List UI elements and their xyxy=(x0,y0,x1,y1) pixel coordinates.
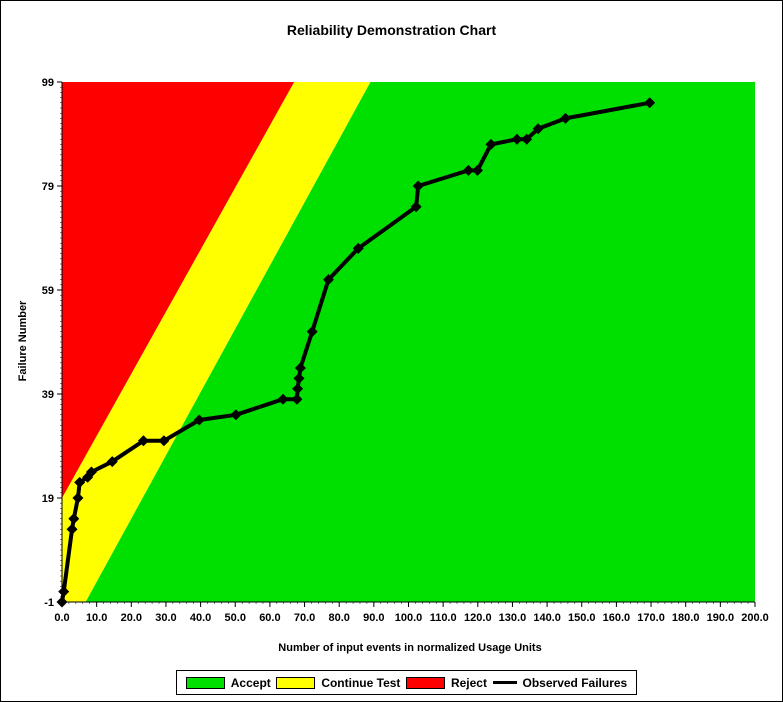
data-point xyxy=(485,138,497,150)
continue-swatch xyxy=(276,676,316,689)
x-tick-label: 80.0 xyxy=(328,612,349,624)
reject-swatch xyxy=(405,676,445,689)
data-point xyxy=(410,201,422,213)
observed-line-swatch xyxy=(492,681,517,684)
data-point xyxy=(137,435,149,447)
x-tick-label: 200.0 xyxy=(741,612,769,624)
data-point xyxy=(85,466,97,478)
y-tick-label: 59 xyxy=(42,285,54,297)
data-point xyxy=(68,513,80,525)
legend-item-accept: Accept xyxy=(185,675,271,690)
x-tick-label: 40.0 xyxy=(190,612,211,624)
data-point xyxy=(58,586,70,598)
x-tick-label: 0.0 xyxy=(54,612,69,624)
data-point xyxy=(412,180,424,192)
data-point xyxy=(230,409,242,421)
x-tick-label: 20.0 xyxy=(121,612,142,624)
region-accept xyxy=(85,82,755,602)
accept-swatch xyxy=(185,676,225,689)
series-layer xyxy=(56,97,656,608)
data-point xyxy=(306,326,318,338)
data-point xyxy=(72,492,84,504)
legend-continue-label: Continue Test xyxy=(321,675,401,690)
data-point xyxy=(559,112,571,124)
data-point xyxy=(462,164,474,176)
x-tick-label: 60.0 xyxy=(259,612,280,624)
data-point xyxy=(322,274,334,286)
x-tick-label: 50.0 xyxy=(225,612,246,624)
y-tick-label: 19 xyxy=(42,493,54,505)
region-continue-test xyxy=(62,82,371,602)
x-tick-label: 30.0 xyxy=(155,612,176,624)
regions-layer xyxy=(62,82,755,602)
data-point xyxy=(521,133,533,145)
x-tick-label: 100.0 xyxy=(395,612,423,624)
data-point xyxy=(74,476,86,488)
x-tick-label: 130.0 xyxy=(499,612,527,624)
y-tick-label: 39 xyxy=(42,389,54,401)
data-point xyxy=(56,596,68,608)
data-point xyxy=(352,242,364,254)
data-point xyxy=(294,362,306,374)
chart-title: Reliability Demonstration Chart xyxy=(286,22,497,38)
data-point xyxy=(277,393,289,405)
data-point xyxy=(471,164,483,176)
x-tick-label: 70.0 xyxy=(294,612,315,624)
data-point xyxy=(193,414,205,426)
data-point xyxy=(106,456,118,468)
y-tick-label: -1 xyxy=(44,597,54,609)
x-tick-label: 140.0 xyxy=(533,612,561,624)
x-tick-label: 110.0 xyxy=(430,612,457,624)
x-tick-label: 120.0 xyxy=(464,612,492,624)
data-point xyxy=(511,133,523,145)
x-axis-label: Number of input events in normalized Usa… xyxy=(278,642,541,654)
legend-accept-label: Accept xyxy=(230,675,271,690)
x-tick-label: 160.0 xyxy=(603,612,631,624)
legend-observed-label: Observed Failures xyxy=(522,675,628,690)
x-tick-label: 170.0 xyxy=(637,612,665,624)
data-point xyxy=(66,523,78,535)
data-point xyxy=(644,97,656,109)
data-point xyxy=(292,383,304,395)
axes-layer: -1 19 39 59 79 99 0.0 10.0 20.0 30.0 40.0 50.0 60.0 7… xyxy=(42,77,769,624)
legend-reject-label: Reject xyxy=(450,675,487,690)
x-tick-label: 90.0 xyxy=(363,612,384,624)
y-axis-label: Failure Number xyxy=(17,300,29,381)
legend-item-continue: Continue Test xyxy=(276,676,400,690)
data-point xyxy=(532,123,544,135)
legend-item-reject: Reject xyxy=(405,675,487,690)
x-tick-label: 10.0 xyxy=(86,612,107,624)
y-tick-label: 99 xyxy=(42,77,54,89)
x-tick-label: 190.0 xyxy=(707,612,735,624)
x-tick-label: 150.0 xyxy=(568,612,596,624)
chart-legend: Accept Continue Test Reject Observed Fai… xyxy=(176,670,637,695)
x-tick-label: 180.0 xyxy=(672,612,700,624)
data-point xyxy=(293,372,305,384)
data-point xyxy=(158,435,170,447)
y-tick-label: 79 xyxy=(42,181,54,193)
legend-item-observed: Observed Failures xyxy=(492,675,628,690)
data-point xyxy=(291,393,303,405)
region-reject xyxy=(62,82,295,498)
